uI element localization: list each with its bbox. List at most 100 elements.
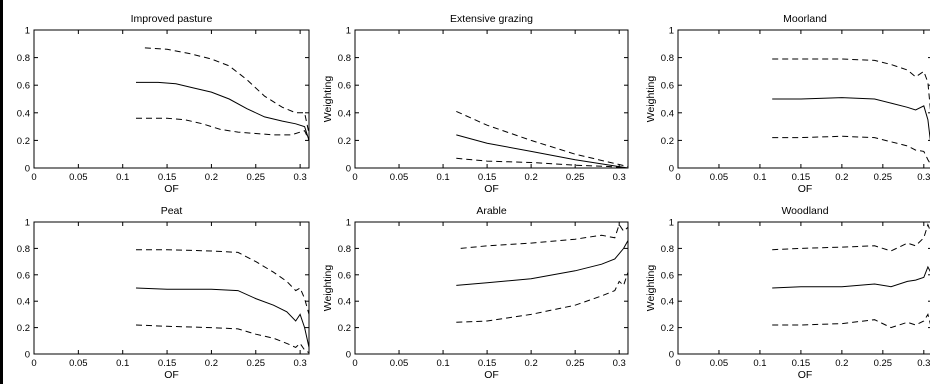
x-tick-label: 0.15	[478, 172, 497, 183]
x-axis-label: OF	[798, 369, 813, 381]
upper-bound-line	[772, 58, 930, 111]
y-tick-label: 0.2	[338, 323, 351, 334]
x-tick-label: 0.1	[116, 358, 129, 369]
panel-title: Moorland	[783, 13, 827, 25]
lower-bound-line	[456, 157, 629, 169]
upper-bound-line	[144, 47, 310, 134]
plot-frame	[33, 221, 310, 355]
x-tick-label: 0.3	[613, 358, 626, 369]
panel-moorland: Moorland 0 0.05 0.1 0.15 0.2 0.25 0.3 0 0.2 0.4 0.6…	[645, 13, 930, 195]
x-tick-label: 0	[675, 358, 680, 369]
x-tick-label: 0.3	[917, 172, 930, 183]
x-tick-label: 0.15	[158, 358, 177, 369]
y-axis-label: Weighting	[322, 265, 334, 312]
upper-bound-line	[772, 223, 930, 252]
y-tick-label: 0	[669, 350, 674, 361]
lower-bound-line	[135, 324, 310, 354]
panel-title: Peat	[161, 205, 183, 217]
x-tick-label: 0	[31, 358, 36, 369]
y-axis-label: Weighting	[645, 76, 657, 123]
x-tick-label: 0.25	[874, 358, 893, 369]
x-tick-label: 0	[352, 358, 357, 369]
y-tick-label: 0.6	[661, 270, 674, 281]
mean-line	[772, 97, 930, 142]
x-tick-label: 0.2	[525, 358, 538, 369]
plot-frame	[354, 221, 629, 355]
x-tick-label: 0.2	[525, 172, 538, 183]
panel-extensive-grazing: Extensive grazing 0 0.05 0.1 0.15 0.2 0.25 0.3 0…	[322, 13, 629, 195]
x-tick-label: 0.25	[247, 358, 266, 369]
mean-line	[456, 134, 629, 169]
y-tick-label: 0.6	[17, 81, 30, 92]
x-tick-label: 0.25	[566, 358, 585, 369]
upper-bound-line	[136, 249, 310, 315]
y-tick-label: 1	[669, 218, 674, 229]
panel-peat: Peat 0 0.05 0.1 0.15 0.2 0.25 0.3 0 0.2 0.4 0.6 0.8 1…	[17, 205, 310, 381]
x-tick-label: 0.2	[205, 358, 218, 369]
y-tick-label: 0.8	[661, 244, 674, 255]
lower-bound-line	[772, 135, 930, 165]
x-tick-label: 0.2	[205, 172, 218, 183]
panel-woodland: Woodland 0 0.05 0.1 0.15 0.2 0.25 0.3 0 0.2 0.4 0.6…	[645, 205, 930, 381]
y-tick-label: 0.2	[17, 136, 30, 147]
x-axis-label: OF	[484, 183, 499, 195]
x-tick-label: 0.15	[158, 172, 177, 183]
panel-improved-pasture: Improved pasture 0 0.05 0.1 0.15 0.2 0.25 0.3 0 0…	[17, 13, 310, 195]
y-tick-label: 0	[346, 164, 351, 175]
x-tick-label: 0.05	[710, 358, 729, 369]
y-tick-label: 1	[346, 26, 351, 37]
plot-frame	[354, 29, 629, 169]
y-tick-label: 0.4	[17, 108, 30, 119]
left-border-rule	[0, 0, 3, 384]
x-tick-label: 0.1	[436, 172, 449, 183]
x-tick-label: 0.2	[835, 358, 848, 369]
x-tick-label: 0.15	[792, 172, 811, 183]
x-tick-label: 0.05	[710, 172, 729, 183]
x-tick-label: 0.3	[917, 358, 930, 369]
y-tick-label: 0.6	[661, 81, 674, 92]
x-tick-label: 0.25	[247, 172, 266, 183]
x-tick-label: 0.05	[390, 358, 409, 369]
x-tick-label: 0.1	[116, 172, 129, 183]
x-axis-label: OF	[164, 369, 179, 381]
y-tick-label: 0	[669, 164, 674, 175]
mean-line	[135, 287, 310, 348]
x-tick-label: 0.1	[753, 358, 766, 369]
plot-frame	[677, 29, 930, 169]
upper-bound-line	[460, 223, 629, 249]
y-tick-label: 0.4	[338, 297, 351, 308]
x-axis-label: OF	[798, 183, 813, 195]
x-axis-label: OF	[484, 369, 499, 381]
y-tick-label: 0.8	[661, 53, 674, 64]
x-tick-label: 0.05	[69, 172, 88, 183]
x-tick-label: 0	[352, 172, 357, 183]
panel-title: Extensive grazing	[450, 13, 533, 25]
y-tick-label: 0.6	[338, 270, 351, 281]
x-tick-label: 0.3	[294, 172, 307, 183]
y-tick-label: 0.6	[338, 81, 351, 92]
x-tick-label: 0.1	[753, 172, 766, 183]
x-tick-label: 0	[675, 172, 680, 183]
y-tick-label: 0.2	[338, 136, 351, 147]
upper-bound-line	[456, 110, 629, 168]
y-tick-label: 0.2	[661, 136, 674, 147]
x-axis-label: OF	[164, 183, 179, 195]
plot-frame	[33, 29, 310, 169]
lower-bound-line	[456, 272, 629, 323]
y-tick-label: 0.4	[661, 108, 674, 119]
x-tick-label: 0.15	[478, 358, 497, 369]
y-tick-label: 0.8	[338, 53, 351, 64]
mean-line	[456, 240, 629, 286]
panel-title: Improved pasture	[131, 13, 213, 25]
lower-bound-line	[136, 117, 310, 141]
y-tick-label: 0.2	[661, 323, 674, 334]
lower-bound-line	[772, 313, 930, 329]
y-tick-label: 1	[346, 218, 351, 229]
panel-title: Arable	[476, 205, 507, 217]
mean-line	[136, 81, 310, 141]
y-tick-label: 0.8	[338, 244, 351, 255]
x-tick-label: 0.15	[792, 358, 811, 369]
x-tick-label: 0.3	[613, 172, 626, 183]
x-tick-label: 0.25	[874, 172, 893, 183]
